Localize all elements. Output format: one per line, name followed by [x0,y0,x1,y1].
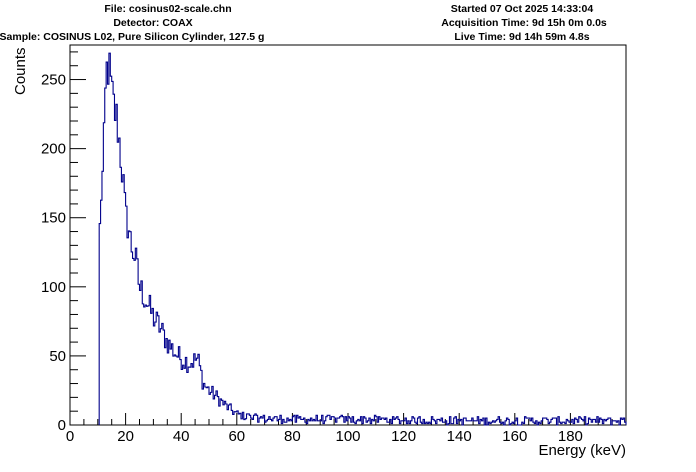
live-time-label: Live Time: 9d 14h 59m 4.8s [454,31,590,43]
x-tick-label: 20 [117,428,134,445]
x-tick-label: 120 [391,428,416,445]
y-tick-label: 0 [58,417,66,434]
y-axis-label: Counts [12,47,29,95]
plot-frame [69,44,627,426]
spectrum-line [98,52,627,426]
x-tick-label: 80 [284,428,301,445]
y-tick-label: 100 [41,279,66,296]
x-tick-label: 100 [335,428,360,445]
x-axis-label: Energy (keV) [538,442,626,459]
x-tick-label: 60 [228,428,245,445]
x-tick-label: 40 [173,428,190,445]
x-tick-label: 160 [502,428,527,445]
file-label: File: cosinus02-scale.chn [104,3,232,15]
y-tick-label: 250 [41,72,66,89]
sample-label: Sample: COSINUS L02, Pure Silicon Cylind… [0,31,265,43]
x-tick-label: 180 [558,428,583,445]
start-time-label: Started 07 Oct 2025 14:33:04 [450,3,594,15]
y-tick-label: 150 [41,210,66,227]
y-tick-label: 200 [41,141,66,158]
x-tick-label: 0 [66,428,74,445]
x-tick-label: 140 [447,428,472,445]
acquisition-time-label: Acquisition Time: 9d 15h 0m 0.0s [441,17,607,29]
detector-label: Detector: COAX [113,17,193,29]
y-tick-label: 50 [49,348,66,365]
